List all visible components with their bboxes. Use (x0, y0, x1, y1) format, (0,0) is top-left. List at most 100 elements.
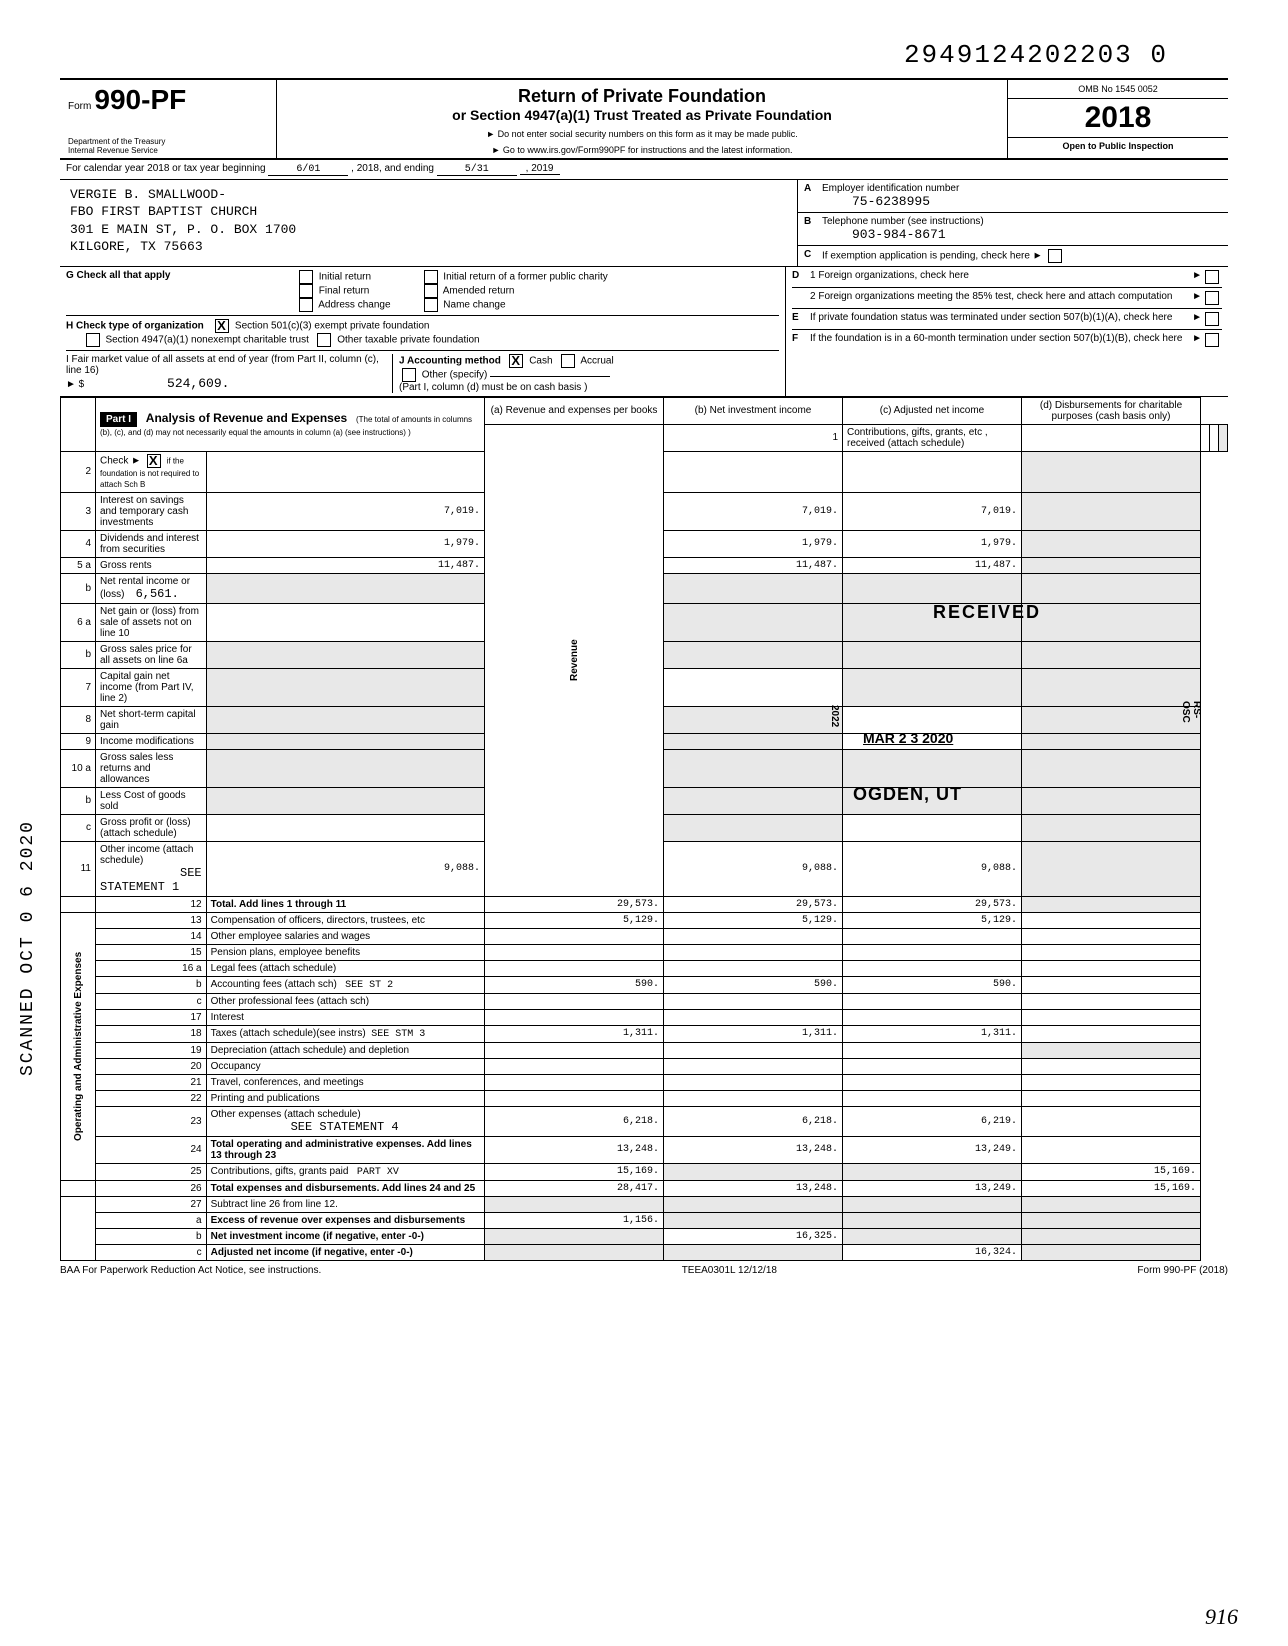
l4-a: 1,979. (206, 530, 484, 557)
l18-desc: Taxes (attach schedule)(see instrs) (211, 1028, 366, 1039)
box-e-label: If private foundation status was termina… (810, 312, 1192, 326)
e-check[interactable] (1205, 312, 1219, 326)
addr-l2: FBO FIRST BAPTIST CHURCH (70, 203, 787, 221)
l16b-no: b (96, 976, 207, 993)
l10b-desc: Less Cost of goods sold (96, 787, 207, 814)
j-o3: Other (specify) (422, 369, 488, 380)
l14-no: 14 (96, 928, 207, 944)
l27b-desc: Net investment income (if negative, ente… (211, 1231, 424, 1242)
h-o1: Section 501(c)(3) exempt private foundat… (235, 320, 430, 331)
form-header: Form 990-PF Department of the Treasury I… (60, 78, 1228, 160)
l16a-desc: Legal fees (attach schedule) (206, 960, 484, 976)
g-opt0: Initial return (319, 271, 371, 282)
revenue-side-label: Revenue (485, 424, 664, 896)
ein-value: 75-6238995 (852, 194, 1222, 209)
h-501c3-check[interactable] (215, 319, 229, 333)
l11-desc: Other income (attach schedule) (100, 844, 193, 866)
l11-extra: SEE STATEMENT 1 (100, 866, 202, 894)
part1-title: Analysis of Revenue and Expenses (140, 409, 353, 427)
col-b-hdr: (b) Net investment income (664, 397, 843, 424)
l24-desc: Total operating and administrative expen… (211, 1139, 472, 1161)
l10b-no: b (61, 787, 96, 814)
l5a-a: 11,487. (206, 557, 484, 573)
received-stamp: RECEIVED (933, 602, 1041, 623)
l26-d: 15,169. (1022, 1180, 1201, 1196)
ogden-stamp: OGDEN, UT (853, 784, 962, 805)
l13-desc: Compensation of officers, directors, tru… (206, 912, 484, 928)
l11-no: 11 (61, 841, 96, 896)
j-cash-check[interactable] (509, 354, 523, 368)
l22-no: 22 (96, 1090, 207, 1106)
f-arrow: ► (1192, 333, 1202, 347)
l2-check[interactable] (147, 454, 161, 468)
doc-number: 2949124202203 0 (60, 40, 1228, 70)
d1-arrow: ► (1192, 270, 1202, 284)
d1-check[interactable] (1205, 270, 1219, 284)
g-amended-check[interactable] (424, 284, 438, 298)
box-c-label: If exemption application is pending, che… (822, 250, 1043, 261)
j-other-check[interactable] (402, 368, 416, 382)
l13-c: 5,129. (843, 912, 1022, 928)
d2-check[interactable] (1205, 291, 1219, 305)
l10a-no: 10 a (61, 749, 96, 787)
l18-no: 18 (96, 1025, 207, 1042)
l6a-desc: Net gain or (loss) from sale of assets n… (96, 603, 207, 641)
g-opt1: Final return (319, 285, 370, 296)
tax-year: 2018 (1008, 99, 1228, 138)
box-b-code: B (804, 216, 822, 242)
l12-no: 12 (96, 896, 207, 912)
l26-desc: Total expenses and disbursements. Add li… (211, 1183, 476, 1194)
l12-desc: Total. Add lines 1 through 11 (211, 899, 347, 910)
part1-table: Part I Analysis of Revenue and Expenses … (60, 397, 1228, 1261)
l19-no: 19 (96, 1042, 207, 1058)
f-check[interactable] (1205, 333, 1219, 347)
box-c-check[interactable] (1048, 249, 1062, 263)
stamp-2022: 2022 (829, 705, 840, 727)
g-address-check[interactable] (299, 298, 313, 312)
l2-no: 2 (61, 451, 96, 492)
box-f-code: F (792, 333, 810, 347)
g-former-check[interactable] (424, 270, 438, 284)
g-label: G Check all that apply (66, 270, 170, 281)
l25-d: 15,169. (1022, 1163, 1201, 1180)
col-d-hdr: (d) Disbursements for charitable purpose… (1022, 397, 1201, 424)
box-a-code: A (804, 183, 822, 209)
l3-desc: Interest on savings and temporary cash i… (96, 492, 207, 530)
g-final-check[interactable] (299, 284, 313, 298)
stamp-rsosc: RS-OSC (1180, 701, 1202, 733)
h-other-check[interactable] (317, 333, 331, 347)
addr-l1: VERGIE B. SMALLWOOD- (70, 186, 787, 204)
l25-desc: Contributions, gifts, grants paid (211, 1166, 349, 1177)
cal-mid: , 2018, and ending (351, 163, 434, 174)
form-label: Form (68, 101, 91, 112)
g-initial-check[interactable] (299, 270, 313, 284)
g-opt3: Initial return of a former public charit… (443, 271, 608, 282)
l2-desc: Check ► (100, 455, 141, 466)
address-block: VERGIE B. SMALLWOOD- FBO FIRST BAPTIST C… (60, 180, 1228, 267)
j-accrual-check[interactable] (561, 354, 575, 368)
l17-no: 17 (96, 1009, 207, 1025)
l21-desc: Travel, conferences, and meetings (206, 1074, 484, 1090)
l16c-no: c (96, 993, 207, 1009)
g-opt5: Name change (443, 299, 505, 310)
l24-b: 13,248. (664, 1136, 843, 1163)
l4-desc: Dividends and interest from securities (96, 530, 207, 557)
l17-desc: Interest (206, 1009, 484, 1025)
j-o1: Cash (529, 355, 552, 366)
g-name-check[interactable] (424, 298, 438, 312)
l3-c: 7,019. (843, 492, 1022, 530)
l16c-desc: Other professional fees (attach sch) (206, 993, 484, 1009)
l27-desc: Subtract line 26 from line 12. (206, 1196, 484, 1212)
l27-no: 27 (96, 1196, 207, 1212)
l18-b: 1,311. (664, 1025, 843, 1042)
l26-a: 28,417. (485, 1180, 664, 1196)
h-4947-check[interactable] (86, 333, 100, 347)
addr-l4: KILGORE, TX 75663 (70, 238, 787, 256)
l23-desc: Other expenses (attach schedule) (211, 1109, 361, 1120)
d2-arrow: ► (1192, 291, 1202, 305)
box-d-code: D (792, 270, 810, 284)
l11-b: 9,088. (664, 841, 843, 896)
l5a-desc: Gross rents (96, 557, 207, 573)
i-label: I Fair market value of all assets at end… (66, 354, 379, 376)
section-g-d: G Check all that apply Initial return Fi… (60, 267, 1228, 397)
